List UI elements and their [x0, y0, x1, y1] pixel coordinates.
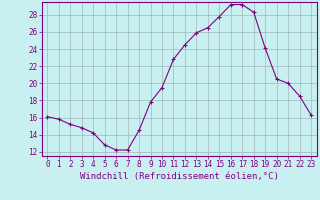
X-axis label: Windchill (Refroidissement éolien,°C): Windchill (Refroidissement éolien,°C): [80, 172, 279, 181]
